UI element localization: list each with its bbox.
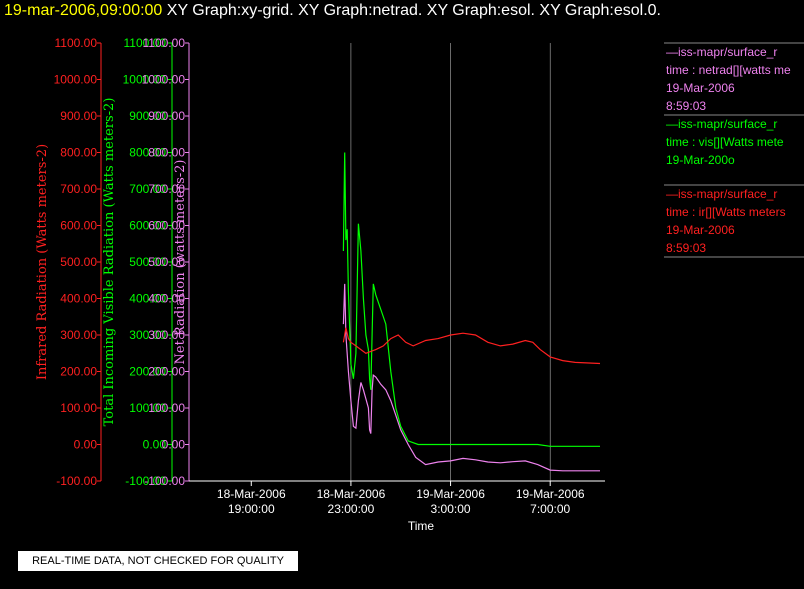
y-tick-label-net: 600.00 xyxy=(148,219,185,233)
series-line-net xyxy=(342,283,600,472)
header-bar: 19-mar-2006,09:00:00 XY Graph:xy-grid. X… xyxy=(4,2,661,20)
x-tick-label-time: 19:00:00 xyxy=(228,502,275,516)
x-tick-label-date: 18-Mar-2006 xyxy=(317,487,386,501)
y-tick-label-net: -100.00 xyxy=(144,474,185,488)
series-line-infrared xyxy=(342,327,601,365)
legend-entry-visible-line-1: —iss-mapr/surface_r xyxy=(666,117,777,131)
y-tick-label-net: 700.00 xyxy=(148,182,185,196)
y-tick-label-infrared: 1000.00 xyxy=(54,73,98,87)
y-tick-label-infrared: 600.00 xyxy=(60,219,97,233)
legend-entry-net-line-1: —iss-mapr/surface_r xyxy=(666,45,777,59)
y-tick-label-visible: 600.00 xyxy=(129,219,166,233)
y-tick-label-infrared: 0.00 xyxy=(74,438,98,452)
header-datetime: 19-mar-2006,09:00:00 xyxy=(4,2,163,19)
header-graph-titles: XY Graph:xy-grid. XY Graph:netrad. XY Gr… xyxy=(166,2,661,19)
x-tick-label-date: 19-Mar-2006 xyxy=(516,487,585,501)
y-tick-label-visible: 100.00 xyxy=(129,401,166,415)
y-tick-label-infrared: 100.00 xyxy=(60,401,97,415)
y-axis-title-visible: Total Incoming Visible Radiation (Watts … xyxy=(102,98,117,427)
y-tick-label-net: 200.00 xyxy=(148,365,185,379)
y-tick-label-visible: 1000.00 xyxy=(123,73,167,87)
y-tick-label-visible: 700.00 xyxy=(129,182,166,196)
qc-note: REAL-TIME DATA, NOT CHECKED FOR QUALITY xyxy=(18,551,298,571)
y-tick-label-net: 100.00 xyxy=(148,401,185,415)
y-tick-label-infrared: 900.00 xyxy=(60,109,97,123)
y-tick-label-visible: -100.00 xyxy=(125,474,166,488)
x-tick-label-time: 23:00:00 xyxy=(328,502,375,516)
y-tick-label-net: 900.00 xyxy=(148,109,185,123)
legend-entry-visible-line-2: time : vis[][Watts mete xyxy=(666,135,784,149)
y-tick-label-visible: 1100.00 xyxy=(124,36,167,50)
legend-entry-net-line-2: time : netrad[][watts me xyxy=(666,63,791,77)
y-tick-label-net: 1000.00 xyxy=(142,73,186,87)
legend-entry-visible-line-3: 19-Mar-200o xyxy=(666,153,735,167)
y-tick-label-net: 400.00 xyxy=(148,292,185,306)
legend-entry-infrared-line-2: time : ir[][Watts meters xyxy=(666,205,786,219)
y-tick-label-infrared: 400.00 xyxy=(60,292,97,306)
y-tick-label-infrared: 800.00 xyxy=(60,146,97,160)
x-tick-label-date: 19-Mar-2006 xyxy=(416,487,485,501)
x-tick-label-time: 3:00:00 xyxy=(431,502,471,516)
y-tick-label-net: 800.00 xyxy=(148,146,185,160)
y-tick-label-infrared: -100.00 xyxy=(56,474,97,488)
y-tick-label-net: 1100.00 xyxy=(143,36,186,50)
legend-entry-infrared-line-1: —iss-mapr/surface_r xyxy=(666,187,777,201)
y-tick-label-infrared: 200.00 xyxy=(60,365,97,379)
series-line-visible xyxy=(342,152,600,447)
y-tick-label-visible: 500.00 xyxy=(129,255,166,269)
y-tick-label-infrared: 700.00 xyxy=(60,182,97,196)
x-axis-title: Time xyxy=(408,519,435,533)
y-tick-label-net: 500.00 xyxy=(148,255,185,269)
x-tick-label-date: 18-Mar-2006 xyxy=(217,487,286,501)
y-tick-label-net: 0.00 xyxy=(162,438,186,452)
y-tick-label-infrared: 300.00 xyxy=(60,328,97,342)
legend-entry-infrared-line-4: 8:59:03 xyxy=(666,241,706,255)
y-tick-label-infrared: 1100.00 xyxy=(55,36,98,50)
legend-entry-net-line-3: 19-Mar-2006 xyxy=(666,81,735,95)
y-tick-label-visible: 400.00 xyxy=(129,292,166,306)
legend-entry-infrared-line-3: 19-Mar-2006 xyxy=(666,223,735,237)
y-tick-label-visible: 0.00 xyxy=(143,438,167,452)
y-tick-label-net: 300.00 xyxy=(148,328,185,342)
y-tick-label-visible: 300.00 xyxy=(129,328,166,342)
y-axis-title-infrared: Infrared Radiation (Watts meters-2) xyxy=(35,144,50,380)
y-tick-label-visible: 800.00 xyxy=(129,146,166,160)
x-tick-label-time: 7:00:00 xyxy=(530,502,570,516)
y-tick-label-infrared: 500.00 xyxy=(60,255,97,269)
y-tick-label-visible: 900.00 xyxy=(129,109,166,123)
y-axis-title-net: Net Radiation (watts meters-2) xyxy=(173,160,188,365)
y-tick-label-visible: 200.00 xyxy=(129,365,166,379)
legend-entry-net-line-4: 8:59:03 xyxy=(666,99,706,113)
